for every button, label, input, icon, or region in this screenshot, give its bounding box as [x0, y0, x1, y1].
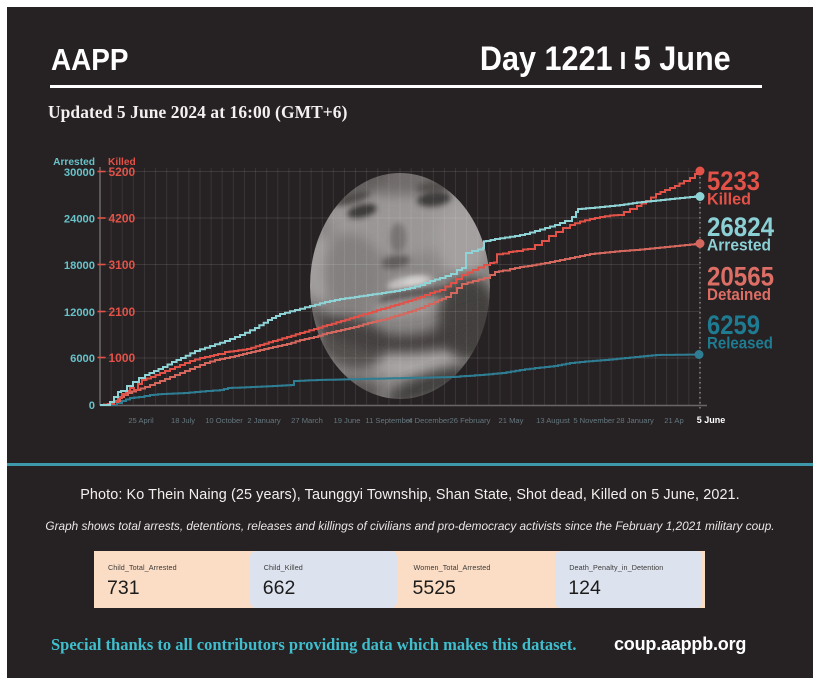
svg-text:21 Ap: 21 Ap [664, 416, 683, 425]
svg-text:20565: 20565 [707, 262, 774, 292]
svg-text:18000: 18000 [64, 260, 95, 272]
svg-text:Arrested: Arrested [707, 236, 771, 255]
svg-text:11 September: 11 September [365, 416, 413, 425]
svg-text:25 April: 25 April [128, 416, 154, 425]
svg-text:0: 0 [89, 400, 95, 412]
svg-text:13 August: 13 August [536, 416, 571, 425]
svg-text:26 February: 26 February [450, 416, 491, 425]
svg-text:Detained: Detained [707, 285, 771, 304]
svg-text:21 May: 21 May [499, 416, 524, 425]
svg-text:18 July: 18 July [171, 416, 195, 425]
svg-text:2 January: 2 January [247, 416, 281, 425]
svg-text:27 March: 27 March [291, 416, 323, 425]
svg-text:28 January: 28 January [616, 416, 654, 425]
svg-text:26824: 26824 [707, 212, 774, 242]
svg-text:6259: 6259 [707, 310, 760, 340]
svg-text:Released: Released [707, 334, 773, 353]
svg-text:Killed: Killed [707, 190, 751, 209]
svg-text:5233: 5233 [707, 166, 760, 196]
svg-text:2100: 2100 [109, 305, 136, 319]
svg-text:Arrested: Arrested [53, 157, 95, 168]
svg-text:24000: 24000 [64, 214, 95, 226]
svg-text:4200: 4200 [109, 212, 136, 226]
svg-text:5 June: 5 June [697, 415, 726, 425]
svg-text:1000: 1000 [109, 351, 136, 365]
svg-text:5200: 5200 [109, 165, 136, 179]
svg-text:10 October: 10 October [205, 416, 243, 425]
svg-text:6000: 6000 [70, 353, 95, 365]
svg-text:4 December: 4 December [408, 416, 450, 425]
svg-text:30000: 30000 [64, 167, 95, 179]
svg-text:12000: 12000 [64, 307, 95, 319]
svg-text:Killed: Killed [108, 157, 136, 168]
svg-text:19 June: 19 June [333, 416, 360, 425]
svg-text:3100: 3100 [109, 258, 136, 272]
svg-text:5 November: 5 November [573, 416, 615, 425]
